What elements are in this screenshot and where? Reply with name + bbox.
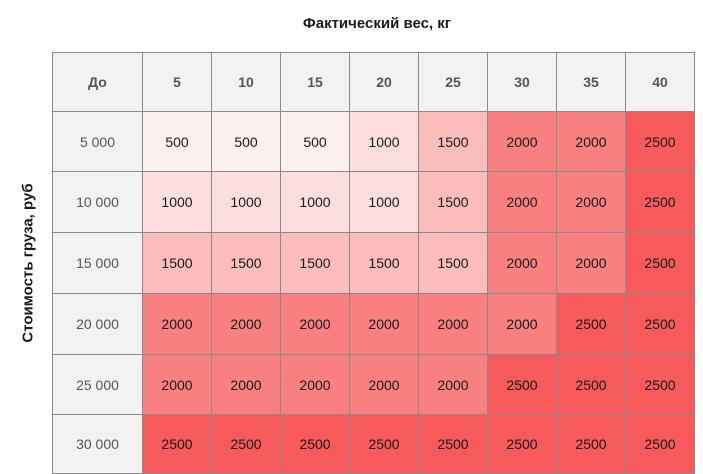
heatmap-cell: 1000 [349,171,419,233]
column-header: 30 [487,52,557,112]
heatmap-cell: 1500 [211,232,281,294]
column-header: 15 [280,52,350,112]
column-header: 10 [211,52,281,112]
heatmap-cell: 2500 [487,414,557,474]
heatmap-cell: 2000 [211,354,281,415]
column-header: 20 [349,52,419,112]
heatmap-cell: 2000 [556,111,626,172]
column-header: 25 [418,52,488,112]
heatmap-cell: 2000 [280,354,350,415]
heatmap-cell: 2500 [625,111,695,172]
row-header: 15 000 [52,232,143,294]
heatmap-cell: 2500 [280,414,350,474]
table-row: 5 000 500 500 500 1000 1500 2000 2000 2500 [52,111,695,172]
y-axis-title: Стоимость груза, руб [19,183,37,343]
heatmap-cell: 2000 [418,354,488,415]
heatmap-cell: 1500 [418,232,488,294]
heatmap-cell: 2500 [625,171,695,233]
heatmap-cell: 2000 [280,293,350,355]
heatmap-cell: 2000 [556,232,626,294]
heatmap-cell: 2500 [349,414,419,474]
heatmap-cell: 2500 [418,414,488,474]
row-header: 10 000 [52,171,143,233]
table-row: 25 000 2000 2000 2000 2000 2000 2500 2500 2500 [52,354,695,415]
heatmap-cell: 1500 [349,232,419,294]
heatmap-cell: 1000 [280,171,350,233]
row-header: 20 000 [52,293,143,355]
heatmap-cell: 2000 [349,354,419,415]
heatmap-cell: 1000 [211,171,281,233]
heatmap-cell: 500 [142,111,212,172]
heatmap-cell: 2500 [556,414,626,474]
heatmap-table: До 5 10 15 20 25 30 35 40 5 000 500 500 500 1000 1500 2… [52,52,695,474]
heatmap-cell: 1500 [418,111,488,172]
heatmap-cell: 500 [280,111,350,172]
heatmap-cell: 2000 [487,232,557,294]
heatmap-cell: 1500 [142,232,212,294]
heatmap-cell: 2500 [556,354,626,415]
heatmap-cell: 2000 [487,293,557,355]
heatmap-cell: 1500 [280,232,350,294]
heatmap-cell: 2000 [142,354,212,415]
heatmap-cell: 2500 [556,293,626,355]
table-row: 15 000 1500 1500 1500 1500 1500 2000 2000 2500 [52,232,695,294]
heatmap-cell: 2000 [418,293,488,355]
heatmap-cell: 1500 [418,171,488,233]
column-header: 35 [556,52,626,112]
heatmap-cell: 2000 [556,171,626,233]
table-row: 30 000 2500 2500 2500 2500 2500 2500 2500 2500 [52,414,695,474]
heatmap-cell: 2500 [625,354,695,415]
heatmap-body: До 5 10 15 20 25 30 35 40 5 000 500 500 500 1000 1500 2… [52,52,695,474]
corner-label: До [52,52,143,112]
heatmap-cell: 2500 [625,293,695,355]
heatmap-cell: 2000 [211,293,281,355]
heatmap-cell: 500 [211,111,281,172]
heatmap-cell: 2000 [487,111,557,172]
table-row: 10 000 1000 1000 1000 1000 1500 2000 2000 2500 [52,171,695,233]
heatmap-cell: 1000 [142,171,212,233]
heatmap-cell: 1000 [349,111,419,172]
heatmap-cell: 2500 [487,354,557,415]
x-axis-title: Фактический вес, кг [302,15,452,32]
header-row: До 5 10 15 20 25 30 35 40 [52,52,695,112]
column-header: 40 [625,52,695,112]
heatmap-cell: 2500 [211,414,281,474]
row-header: 5 000 [52,111,143,172]
heatmap-cell: 2000 [487,171,557,233]
heatmap-cell: 2500 [625,232,695,294]
column-header: 5 [142,52,212,112]
row-header: 25 000 [52,354,143,415]
heatmap-cell: 2000 [142,293,212,355]
table-row: 20 000 2000 2000 2000 2000 2000 2000 2500 2500 [52,293,695,355]
heatmap-cell: 2500 [625,414,695,474]
heatmap-cell: 2500 [142,414,212,474]
heatmap-cell: 2000 [349,293,419,355]
row-header: 30 000 [52,414,143,474]
